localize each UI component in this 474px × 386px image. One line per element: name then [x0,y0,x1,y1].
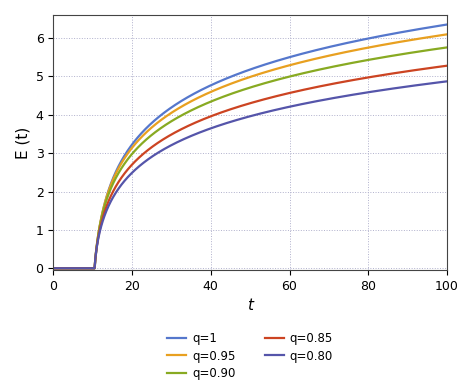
q=1 [361,37,366,42]
q=0.95 [71,266,76,271]
q=0.85 [444,63,450,68]
q=0.85 [50,266,56,271]
q=0.95 [50,266,56,271]
q=0.80 [444,79,450,84]
q=0.80 [50,266,56,271]
q=0.80 [231,119,237,123]
q=0.85 [433,65,438,69]
q=0.80 [433,80,438,85]
q=0.90 [231,90,237,95]
q=0.80 [433,80,438,85]
q=0.90 [361,59,366,63]
Line: q=0.95: q=0.95 [53,34,447,268]
q=1 [231,73,237,78]
q=0.85 [242,103,247,107]
q=0.85 [71,266,76,271]
q=0.90 [433,47,438,51]
q=0.80 [71,266,76,271]
q=0.95 [433,34,438,38]
q=0.80 [361,91,366,95]
X-axis label: t: t [247,298,253,313]
Line: q=0.90: q=0.90 [53,47,447,268]
Line: q=1: q=1 [53,25,447,268]
Legend: q=1, q=0.95, q=0.90, q=0.85, q=0.80: q=1, q=0.95, q=0.90, q=0.85, q=0.80 [163,327,338,385]
q=0.90 [433,47,438,51]
q=0.95 [242,76,247,81]
q=0.85 [433,65,438,69]
q=0.95 [361,46,366,51]
q=1 [444,22,450,27]
q=0.95 [231,80,237,85]
q=0.90 [71,266,76,271]
q=1 [433,24,438,29]
q=0.85 [361,76,366,81]
q=0.85 [231,106,237,110]
Y-axis label: E (t): E (t) [15,127,30,159]
q=0.90 [242,87,247,91]
q=0.90 [444,45,450,50]
q=1 [50,266,56,271]
q=0.80 [242,115,247,120]
q=1 [242,69,247,74]
q=1 [433,24,438,29]
Line: q=0.80: q=0.80 [53,81,447,268]
q=0.90 [50,266,56,271]
q=0.95 [444,32,450,37]
Line: q=0.85: q=0.85 [53,66,447,268]
q=0.95 [433,34,438,39]
q=1 [71,266,76,271]
